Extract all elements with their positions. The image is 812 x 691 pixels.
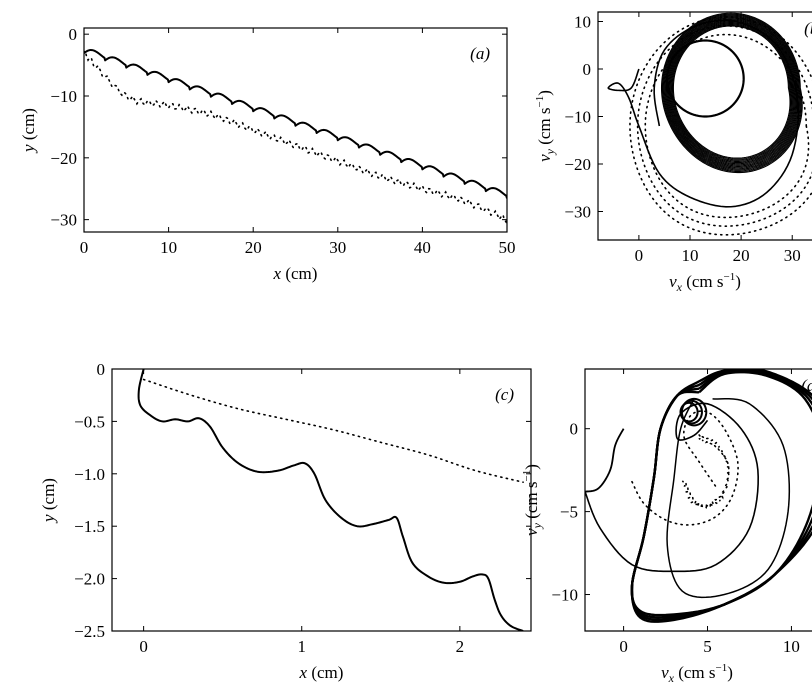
y-tick-label: −30 <box>50 211 77 230</box>
attractor-orbit-line <box>669 21 795 164</box>
y-tick-label: −10 <box>551 586 578 605</box>
attractor-orbit-line <box>671 23 793 161</box>
x-axis-label: vx (cm s−1) <box>661 662 733 685</box>
panel-a: 0 10 20 30 40 50 0 −10 −20 −30 x (cm) y (cm) (a) <box>19 25 516 283</box>
transient-spiral-line <box>585 402 759 573</box>
transient-line <box>607 19 800 208</box>
plot-area <box>607 12 812 236</box>
attractor-orbit-line <box>665 17 799 168</box>
y-axis-label: vy (cm s−1) <box>534 90 557 162</box>
panel-label: (d) <box>801 376 812 395</box>
x-tick-label: 20 <box>245 238 262 257</box>
dotted-orbit-line <box>644 33 810 219</box>
attractor-orbit-line <box>660 12 803 174</box>
attractor-orbit-line <box>668 20 796 165</box>
x-tick-label: 1 <box>297 637 306 656</box>
x-tick-label: 40 <box>414 238 431 257</box>
x-axis-label: x (cm) <box>299 663 344 682</box>
x-tick-label: 0 <box>80 238 89 257</box>
series-solid-line <box>137 369 524 631</box>
axes-frame <box>584 368 812 632</box>
y-tick-label: −2.0 <box>74 570 105 589</box>
panel-label: (b) <box>804 19 812 38</box>
y-tick-label: −1.0 <box>74 465 105 484</box>
y-tick-label: −10 <box>50 87 77 106</box>
y-tick-label: −5 <box>560 503 578 522</box>
x-tick-label: 5 <box>703 637 712 656</box>
y-tick-label: 0 <box>97 360 106 379</box>
y-tick-label: −10 <box>564 108 591 127</box>
x-tick-label: 30 <box>329 238 346 257</box>
y-tick-label: −2.5 <box>74 622 105 641</box>
x-tick-label: 0 <box>635 246 644 265</box>
x-tick-label: 2 <box>456 637 465 656</box>
y-tick-label: 0 <box>69 25 78 44</box>
attractor-orbit-line <box>661 13 802 173</box>
x-tick-label: 10 <box>783 637 800 656</box>
x-tick-label: 0 <box>139 637 148 656</box>
y-tick-label: −30 <box>564 203 591 222</box>
attractor-orbit-line <box>662 14 801 171</box>
x-tick-label: 10 <box>160 238 177 257</box>
plot-area <box>585 369 812 623</box>
y-tick-label: 0 <box>583 60 592 79</box>
y-tick-label: −0.5 <box>74 412 105 431</box>
series-solid-line <box>84 49 507 199</box>
y-axis-label: y (cm) <box>39 478 58 524</box>
attractor-orbit-line <box>671 24 792 160</box>
y-tick-label: 0 <box>570 420 579 439</box>
panel-b: 0 10 20 30 10 0 −10 −20 −30 vx (cm s−1) vy (cm s−1… <box>534 11 812 294</box>
x-tick-label: 50 <box>499 238 516 257</box>
series-dotted-line <box>84 48 507 224</box>
x-axis-label: x (cm) <box>273 264 318 283</box>
middle-loop-line <box>666 397 791 599</box>
x-tick-label: 30 <box>784 246 801 265</box>
outer-loop-line <box>630 369 812 623</box>
x-tick-label: 10 <box>682 246 699 265</box>
outer-loop-line <box>630 370 812 617</box>
y-tick-label: −20 <box>564 155 591 174</box>
attractor-orbit-line <box>667 19 797 166</box>
x-tick-label: 20 <box>733 246 750 265</box>
outer-loop-line <box>630 369 812 619</box>
dotted-orbit-line <box>629 16 812 236</box>
attractor-orbit-line <box>666 18 798 167</box>
dotted-orbit-line <box>636 25 812 227</box>
outer-loop-line <box>630 369 812 621</box>
panel-c: 0 1 2 0 −0.5 −1.0 −1.5 −2.0 −2.5 x (cm) y (cm) (c) <box>39 360 532 682</box>
y-axis-label: vy (cm s−1) <box>521 464 544 536</box>
panel-label: (a) <box>470 44 490 63</box>
panel-d: 0 5 10 0 −5 −10 vx (cm s−1) vy (cm s−1) (d) <box>521 368 812 685</box>
attractor-orbit-line <box>672 25 791 159</box>
y-axis-label: y (cm) <box>19 108 38 154</box>
axes-frame <box>597 11 812 241</box>
dotted-orbit-line <box>631 410 739 526</box>
series-dotted-line <box>142 378 524 483</box>
x-axis-label: vx (cm s−1) <box>669 271 741 294</box>
y-tick-label: −20 <box>50 149 77 168</box>
x-tick-label: 0 <box>619 637 628 656</box>
axes-frame <box>111 368 532 632</box>
panel-label: (c) <box>495 385 514 404</box>
transient-line <box>585 428 625 493</box>
axes-frame <box>83 27 508 233</box>
y-tick-label: 10 <box>574 13 591 32</box>
y-tick-label: −1.5 <box>74 517 105 536</box>
plot-area <box>84 48 507 224</box>
small-loop-line <box>680 397 708 427</box>
attractor-orbit-line <box>670 22 794 162</box>
plot-area <box>137 369 524 631</box>
